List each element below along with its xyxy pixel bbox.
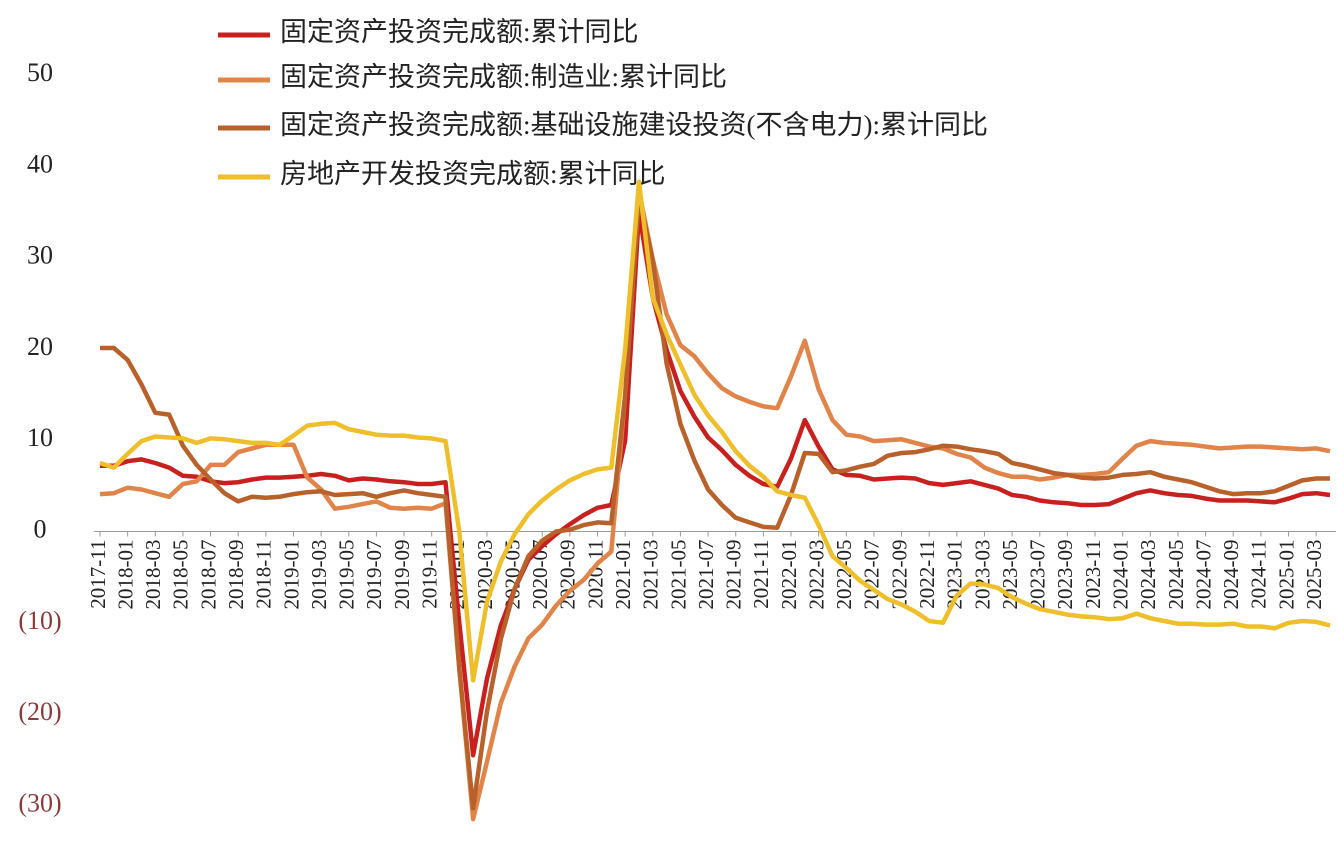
x-tick-label: 2023-07	[1026, 540, 1050, 610]
y-tick-label: 30	[27, 241, 53, 270]
x-tick-label: 2021-07	[694, 540, 718, 610]
x-tick-label: 2019-03	[307, 540, 331, 610]
x-tick-label: 2023-03	[970, 540, 994, 610]
x-tick-label: 2018-07	[196, 540, 220, 610]
legend-label: 固定资产投资完成额:累计同比	[280, 17, 639, 47]
x-tick-label: 2024-11	[1247, 540, 1271, 609]
y-tick-label: 10	[27, 423, 53, 452]
series-line	[99, 188, 1331, 822]
y-tick-label: 40	[27, 149, 53, 178]
x-tick-label: 2024-07	[1191, 540, 1215, 610]
y-tick-label: 0	[34, 514, 47, 543]
x-tick-label: 2019-11	[417, 540, 441, 609]
legend-label: 固定资产投资完成额:基础设施建设投资(不含电力):累计同比	[280, 110, 988, 140]
x-tick-label: 2022-11	[915, 540, 939, 609]
y-tick-label: (30)	[18, 788, 61, 817]
x-tick-label: 2022-07	[860, 540, 884, 610]
x-tick-label: 2022-01	[777, 540, 801, 610]
x-tick-label: 2021-11	[749, 540, 773, 609]
legend-label: 房地产开发投资完成额:累计同比	[280, 159, 666, 189]
legend-label: 固定资产投资完成额:制造业:累计同比	[280, 62, 727, 92]
x-tick-label: 2023-09	[1053, 540, 1077, 610]
x-tick-label: 2019-09	[390, 540, 414, 610]
series-line	[100, 209, 1331, 758]
x-tick-label: 2019-05	[335, 540, 359, 610]
x-tick-label: 2020-03	[473, 540, 497, 610]
x-tick-label: 2020-09	[556, 540, 580, 610]
series-line	[100, 195, 1330, 811]
x-tick-label: 2018-03	[141, 540, 165, 610]
x-tick-label: 2022-03	[804, 540, 828, 610]
x-tick-label: 2021-09	[722, 540, 746, 610]
x-tick-label: 2019-07	[362, 540, 386, 610]
x-tick-label: 2018-05	[169, 540, 193, 610]
x-tick-label: 2018-01	[113, 540, 137, 610]
x-tick-label: 2024-03	[1136, 540, 1160, 610]
x-tick-label: 2025-01	[1274, 540, 1298, 610]
series-line	[99, 179, 1331, 683]
x-tick-label: 2021-01	[611, 540, 635, 610]
x-tick-label: 2018-11	[252, 540, 276, 609]
y-tick-label: (20)	[18, 697, 61, 726]
x-tick-label: 2018-09	[224, 540, 248, 610]
x-tick-label: 2021-03	[639, 540, 663, 610]
x-tick-label: 2024-09	[1219, 540, 1243, 610]
y-tick-label: 50	[27, 58, 53, 87]
x-tick-label: 2019-01	[279, 540, 303, 610]
y-tick-label: 20	[27, 332, 53, 361]
x-tick-label: 2022-09	[887, 540, 911, 610]
x-tick-label: 2024-01	[1108, 540, 1132, 610]
y-tick-label: (10)	[18, 606, 61, 635]
x-tick-label: 2023-11	[1081, 540, 1105, 609]
x-tick-label: 2017-11	[86, 540, 110, 609]
x-tick-label: 2025-03	[1302, 540, 1326, 610]
x-tick-label: 2024-05	[1164, 540, 1188, 610]
x-tick-label: 2021-05	[666, 540, 690, 610]
